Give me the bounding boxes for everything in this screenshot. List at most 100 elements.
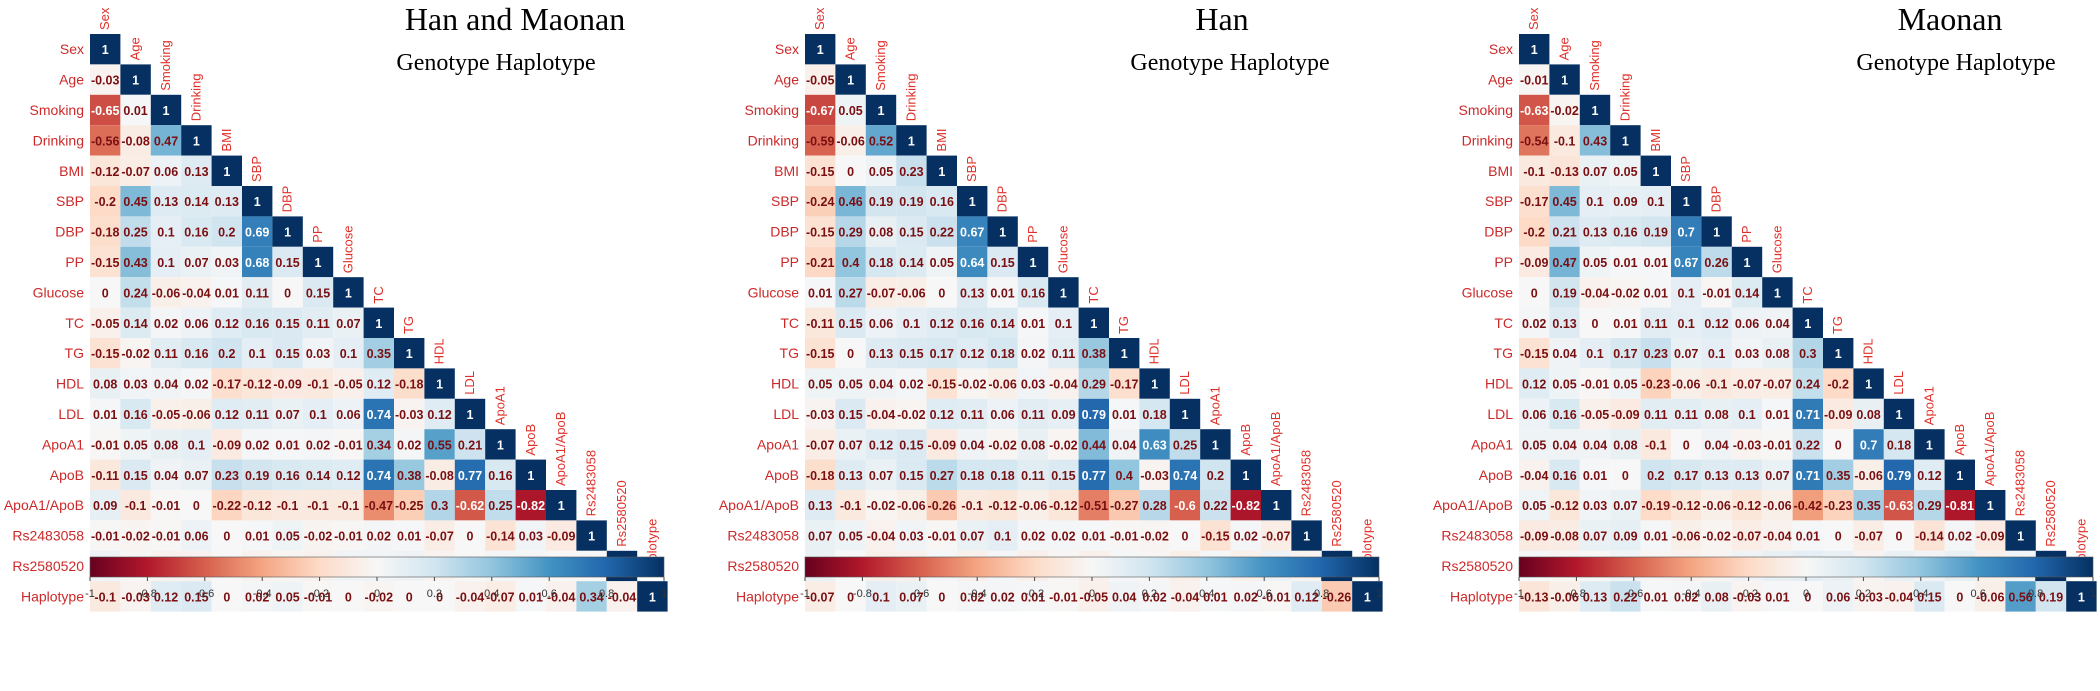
column-label: ApoB bbox=[1952, 424, 1967, 456]
heatmap-cell bbox=[1610, 155, 1641, 186]
heatmap-cell bbox=[242, 186, 273, 217]
cell-value-label: 0.05 bbox=[1522, 499, 1546, 513]
cell-value-label: -0.07 bbox=[867, 286, 896, 300]
cell-value-label: 0.01 bbox=[1765, 408, 1789, 422]
heatmap-cell bbox=[926, 246, 957, 278]
heatmap-cell bbox=[546, 490, 577, 521]
cell-value-label: 1 bbox=[588, 530, 595, 544]
heatmap-cell bbox=[1823, 368, 1854, 399]
cell-value-label: 0.12 bbox=[1294, 590, 1318, 604]
heatmap-cell bbox=[1640, 155, 1671, 186]
heatmap-cell bbox=[1731, 429, 1763, 460]
cell-value-label: 0.03 bbox=[1583, 499, 1607, 513]
heatmap-cell bbox=[1792, 398, 1823, 430]
heatmap-cell bbox=[957, 338, 988, 369]
cell-value-label: 0.26 bbox=[1704, 256, 1728, 270]
heatmap-cell bbox=[242, 246, 273, 278]
cell-value-label: 0.01 bbox=[1613, 256, 1637, 270]
cell-value-label: 0 bbox=[436, 590, 443, 604]
heatmap-cell bbox=[1853, 520, 1884, 551]
heatmap-cell bbox=[835, 490, 866, 521]
row-label: ApoA1/ApoB bbox=[1433, 497, 1513, 513]
cell-value-label: 0.2 bbox=[218, 226, 235, 240]
heatmap-cell bbox=[1610, 520, 1641, 551]
heatmap-cell bbox=[90, 64, 121, 95]
column-label: Age bbox=[128, 37, 143, 60]
cell-value-label: 0.35 bbox=[367, 347, 391, 361]
column-label: LDL bbox=[1177, 371, 1192, 395]
heatmap-cell bbox=[835, 581, 866, 612]
row-label: TG bbox=[1494, 345, 1513, 361]
heatmap-cell bbox=[957, 368, 988, 399]
cell-value-label: 0.17 bbox=[1674, 469, 1698, 483]
heatmap-cell bbox=[1078, 368, 1109, 399]
cell-value-label: 1 bbox=[1212, 438, 1219, 452]
heatmap-cell bbox=[1883, 581, 1915, 612]
cell-value-label: 1 bbox=[2017, 530, 2024, 544]
heatmap-cell bbox=[835, 186, 866, 217]
cell-value-label: 1 bbox=[375, 317, 382, 331]
heatmap-cell bbox=[1610, 490, 1641, 521]
cell-value-label: -0.1 bbox=[307, 378, 329, 392]
row-label: TG bbox=[65, 345, 84, 361]
colorbar-tick-label: 0.4 bbox=[1199, 588, 1214, 600]
heatmap-cell bbox=[1519, 246, 1550, 278]
cell-value-label: -0.18 bbox=[395, 378, 424, 392]
heatmap-cell bbox=[242, 277, 273, 308]
cell-value-label: 0.22 bbox=[1613, 590, 1637, 604]
cell-value-label: 0.18 bbox=[1142, 408, 1166, 422]
column-label: TC bbox=[371, 286, 386, 303]
cell-value-label: -0.1 bbox=[1523, 165, 1545, 179]
column-label: Smoking bbox=[158, 40, 173, 91]
cell-value-label: 0.1 bbox=[157, 226, 174, 240]
heatmap-cell bbox=[1731, 338, 1763, 369]
row-label: Smoking bbox=[745, 102, 799, 118]
colorbar-tick-label: 0 bbox=[1803, 588, 1809, 600]
row-label: Haplotype bbox=[21, 588, 84, 604]
cell-value-label: 0.43 bbox=[123, 256, 147, 270]
cell-value-label: 0.28 bbox=[1142, 499, 1166, 513]
heatmap-cell bbox=[211, 459, 242, 490]
cell-value-label: 1 bbox=[1744, 256, 1751, 270]
cell-value-label: 0.06 bbox=[184, 530, 208, 544]
cell-value-label: 0.07 bbox=[869, 469, 893, 483]
cell-value-label: 0.13 bbox=[215, 195, 239, 209]
heatmap-cell bbox=[485, 429, 516, 460]
cell-value-label: 0.06 bbox=[1522, 408, 1546, 422]
colorbar-gradient bbox=[89, 556, 665, 578]
row-label: Smoking bbox=[1459, 102, 1513, 118]
heatmap-cell bbox=[835, 155, 866, 186]
cell-value-label: -0.09 bbox=[547, 530, 576, 544]
cell-value-label: 0.06 bbox=[154, 165, 178, 179]
heatmap-cell bbox=[1731, 520, 1763, 551]
cell-value-label: 0.25 bbox=[1173, 438, 1197, 452]
row-label: Rs2580520 bbox=[12, 558, 84, 574]
heatmap-cell bbox=[1549, 581, 1580, 612]
colorbar-tick-label: -0.6 bbox=[910, 588, 929, 600]
heatmap-cell bbox=[302, 429, 334, 460]
cell-value-label: 0.15 bbox=[123, 469, 147, 483]
heatmap-cell bbox=[1519, 338, 1550, 369]
cell-value-label: 0.1 bbox=[1586, 347, 1603, 361]
cell-value-label: -0.02 bbox=[1611, 286, 1640, 300]
column-label: DBP bbox=[995, 186, 1010, 213]
column-label: PP bbox=[1739, 225, 1754, 242]
cell-value-label: -0.12 bbox=[988, 499, 1017, 513]
heatmap-cell bbox=[424, 368, 455, 399]
cell-value-label: 0.04 bbox=[154, 378, 178, 392]
heatmap-cell bbox=[576, 581, 607, 612]
cell-value-label: 0.77 bbox=[1082, 469, 1106, 483]
cell-value-label: -0.02 bbox=[867, 499, 896, 513]
heatmap-cell bbox=[987, 398, 1018, 430]
heatmap-cell bbox=[1549, 307, 1580, 338]
cell-value-label: -0.02 bbox=[121, 530, 150, 544]
cell-value-label: 0 bbox=[223, 530, 230, 544]
row-label: ApoA1/ApoB bbox=[719, 497, 799, 513]
cell-value-label: 1 bbox=[938, 165, 945, 179]
cell-value-label: 0.04 bbox=[1552, 438, 1576, 452]
cell-value-label: -0.04 bbox=[456, 590, 485, 604]
heatmap-cell bbox=[1579, 155, 1611, 186]
heatmap-cell bbox=[835, 307, 866, 338]
heatmap-cell bbox=[1519, 398, 1550, 430]
cell-value-label: 0.02 bbox=[367, 530, 391, 544]
